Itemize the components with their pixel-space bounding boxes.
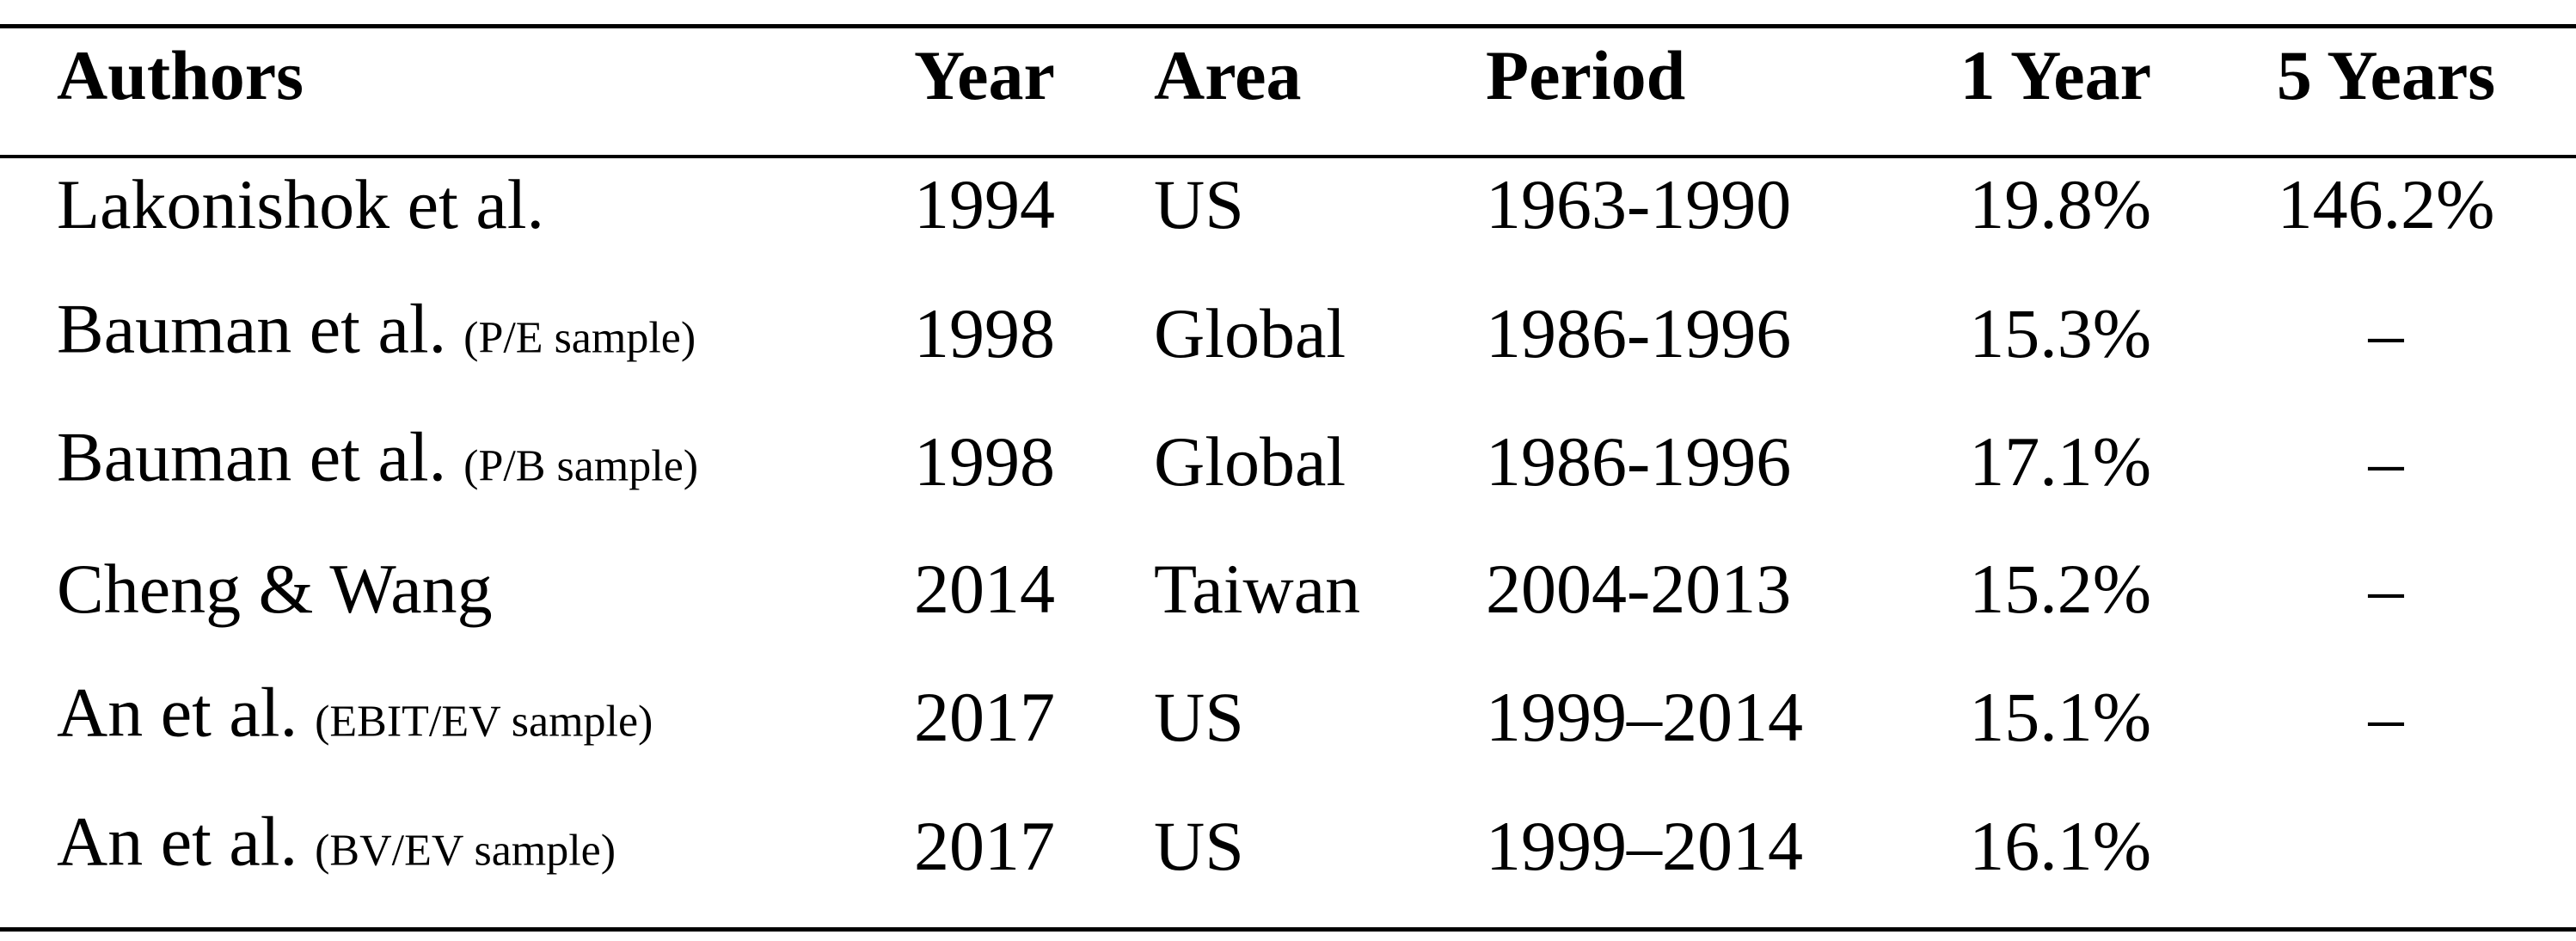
period-cell: 1986-1996	[1486, 294, 1792, 372]
area-cell: US	[1154, 165, 1244, 243]
author-cell: Bauman et al. (P/B sample)	[57, 415, 698, 510]
sample-note: (EBIT/EV sample)	[315, 697, 653, 747]
year-cell: 2017	[914, 807, 1055, 885]
author-name: Lakonishok et al.	[57, 165, 545, 243]
year-cell: 1998	[914, 294, 1055, 372]
header-rule	[0, 155, 2576, 158]
year-cell: 1998	[914, 422, 1055, 501]
period-cell: 2004-2013	[1486, 550, 1792, 628]
five-years-cell: 146.2%	[2277, 165, 2495, 243]
header-cell: Area	[1154, 36, 1302, 114]
five-years-cell: –	[2368, 422, 2404, 501]
author-cell: Bauman et al. (P/E sample)	[57, 286, 696, 382]
period-cell: 1999–2014	[1486, 807, 1803, 885]
header-cell: Period	[1486, 36, 1686, 114]
sample-note: (P/B sample)	[463, 441, 699, 491]
author-name: An et al.	[57, 802, 298, 881]
one-year-cell: 16.1%	[1969, 807, 2151, 885]
author-cell: Lakonishok et al.	[57, 162, 544, 248]
header-cell: 1 Year	[1960, 36, 2151, 114]
bottom-rule	[0, 927, 2576, 932]
one-year-cell: 15.2%	[1969, 550, 2151, 628]
period-cell: 1963-1990	[1486, 165, 1792, 243]
one-year-cell: 17.1%	[1969, 422, 2151, 501]
five-years-cell: –	[2368, 678, 2404, 756]
author-cell: An et al. (BV/EV sample)	[57, 799, 616, 895]
five-years-cell: –	[2368, 550, 2404, 628]
area-cell: Global	[1154, 422, 1346, 501]
author-name: Bauman et al.	[57, 417, 447, 496]
author-name: Bauman et al.	[57, 289, 447, 368]
sample-note: (P/E sample)	[463, 313, 696, 363]
area-cell: US	[1154, 807, 1244, 885]
sample-note: (BV/EV sample)	[315, 826, 616, 876]
year-cell: 2017	[914, 678, 1055, 756]
one-year-cell: 15.1%	[1969, 678, 2151, 756]
five-years-cell: –	[2368, 294, 2404, 372]
area-cell: Taiwan	[1154, 550, 1361, 628]
year-cell: 2014	[914, 550, 1055, 628]
header-cell: Authors	[57, 36, 304, 114]
author-name: An et al.	[57, 673, 298, 752]
author-cell: Cheng & Wang	[57, 546, 493, 632]
author-name: Cheng & Wang	[57, 550, 493, 628]
top-rule	[0, 24, 2576, 28]
period-cell: 1986-1996	[1486, 422, 1792, 501]
year-cell: 1994	[914, 165, 1055, 243]
area-cell: Global	[1154, 294, 1346, 372]
header-cell: Year	[914, 36, 1055, 114]
header-cell: 5 Years	[2276, 36, 2496, 114]
area-cell: US	[1154, 678, 1244, 756]
one-year-cell: 15.3%	[1969, 294, 2151, 372]
period-cell: 1999–2014	[1486, 678, 1803, 756]
author-cell: An et al. (EBIT/EV sample)	[57, 670, 653, 766]
one-year-cell: 19.8%	[1969, 165, 2151, 243]
